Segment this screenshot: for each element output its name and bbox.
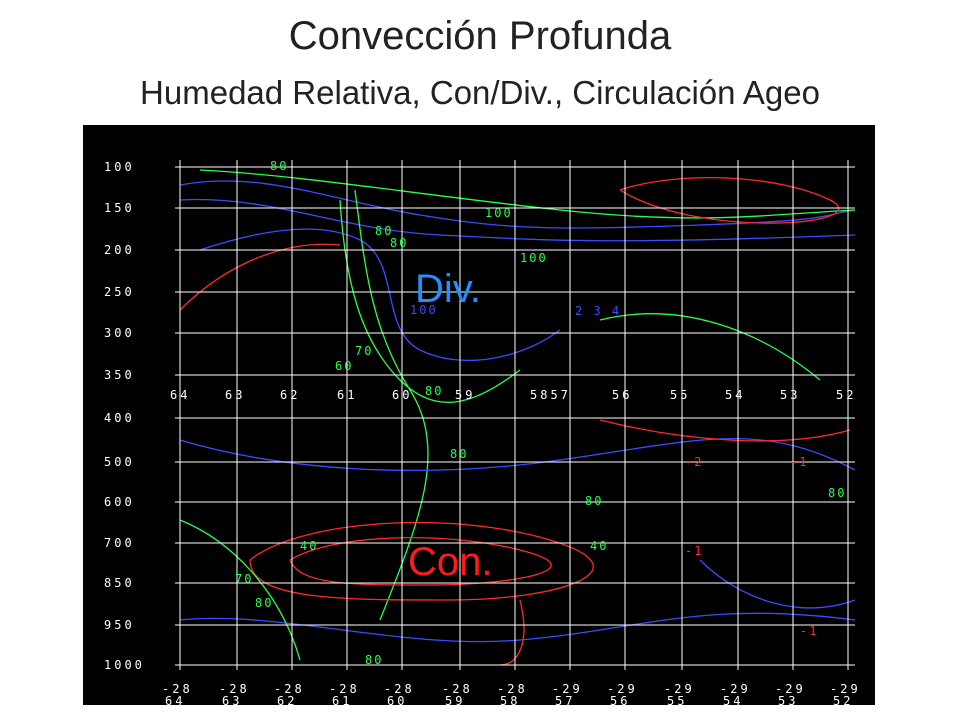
pressure-label: 500 (104, 455, 135, 469)
contour-label: 100 (485, 206, 513, 220)
contour-label: 80 (828, 486, 846, 500)
contour-label: -1 (685, 544, 703, 558)
bottom-label-bottom: 57 (555, 694, 575, 708)
longitude-label: 64 (170, 388, 190, 402)
contour-label: 40 (300, 539, 318, 553)
bottom-label-bottom: 64 (165, 694, 185, 708)
contour-label: 80 (375, 224, 393, 238)
pressure-label: 100 (104, 160, 135, 174)
bottom-label-bottom: 52 (833, 694, 853, 708)
bottom-label-top: -29 (607, 682, 638, 696)
bottom-label-top: -28 (219, 682, 250, 696)
contour-label: 80 (365, 653, 383, 667)
contour-label: -1 (800, 624, 818, 638)
bottom-label-top: -29 (830, 682, 861, 696)
bottom-label-bottom: 60 (387, 694, 407, 708)
slide-subtitle: Humedad Relativa, Con/Div., Circulación … (140, 74, 820, 111)
longitude-label: 62 (280, 388, 300, 402)
bottom-label-bottom: 53 (778, 694, 798, 708)
longitude-label: 55 (670, 388, 690, 402)
contour-label: 80 (425, 384, 443, 398)
longitude-label: 61 (337, 388, 357, 402)
contour-label: -2 (685, 455, 703, 469)
div-label: Div. (415, 267, 481, 311)
contour-label: 70 (235, 572, 253, 586)
longitude-label: 52 (836, 388, 856, 402)
pressure-label: 300 (104, 326, 135, 340)
bottom-label-top: -29 (552, 682, 583, 696)
con-label: Con. (408, 540, 493, 584)
pressure-label: 150 (104, 201, 135, 215)
bottom-label-top: -29 (775, 682, 806, 696)
bottom-label-bottom: 61 (332, 694, 352, 708)
bottom-label-bottom: 63 (222, 694, 242, 708)
bottom-label-bottom: 56 (610, 694, 630, 708)
pressure-label: 950 (104, 618, 135, 632)
pressure-label: 400 (104, 411, 135, 425)
contour-label: 80 (450, 447, 468, 461)
longitude-label: 53 (780, 388, 800, 402)
bottom-label-top: -28 (329, 682, 360, 696)
longitude-label: 56 (612, 388, 632, 402)
bottom-label-top: -28 (384, 682, 415, 696)
longitude-label: 54 (725, 388, 745, 402)
pressure-label: 600 (104, 495, 135, 509)
bottom-label-bottom: 54 (723, 694, 743, 708)
longitude-label: 59 (455, 388, 475, 402)
longitude-label: 63 (225, 388, 245, 402)
bottom-label-top: -28 (442, 682, 473, 696)
contour-label: 80 (255, 596, 273, 610)
bottom-label-bottom: 62 (277, 694, 297, 708)
bottom-label-top: -29 (664, 682, 695, 696)
pressure-label: 700 (104, 536, 135, 550)
pressure-label: 850 (104, 576, 135, 590)
longitude-label: 60 (392, 388, 412, 402)
contour-label: 100 (520, 251, 548, 265)
pressure-label: 250 (104, 285, 135, 299)
pressure-label: 350 (104, 368, 135, 382)
grid (175, 160, 855, 670)
contour-label: 80 (585, 494, 603, 508)
contour-label: 2 3 4 (575, 304, 621, 318)
bottom-label-top: -28 (162, 682, 193, 696)
bottom-label-bottom: 59 (445, 694, 465, 708)
contour-label: 60 (335, 359, 353, 373)
pressure-label: 200 (104, 243, 135, 257)
contour-label: 80 (270, 159, 288, 173)
slide-title: Convección Profunda (288, 14, 672, 58)
bottom-label-top: -29 (720, 682, 751, 696)
bottom-label-bottom: 58 (500, 694, 520, 708)
contours (179, 169, 856, 666)
contour-label: 80 (390, 236, 408, 250)
longitude-label: 5857 (530, 388, 571, 402)
figure-background (83, 125, 875, 705)
bottom-label-top: -28 (497, 682, 528, 696)
bottom-label-bottom: 55 (667, 694, 687, 708)
contour-label: 100 (410, 303, 438, 317)
pressure-label: 1000 (104, 658, 145, 672)
contour-label: -1 (790, 455, 808, 469)
contour-label: 40 (590, 539, 608, 553)
contour-label: 70 (355, 344, 373, 358)
labels: 100 150 200 250 300 350 400 500 600 700 850 950 1000… (104, 159, 861, 708)
bottom-label-top: -28 (274, 682, 305, 696)
